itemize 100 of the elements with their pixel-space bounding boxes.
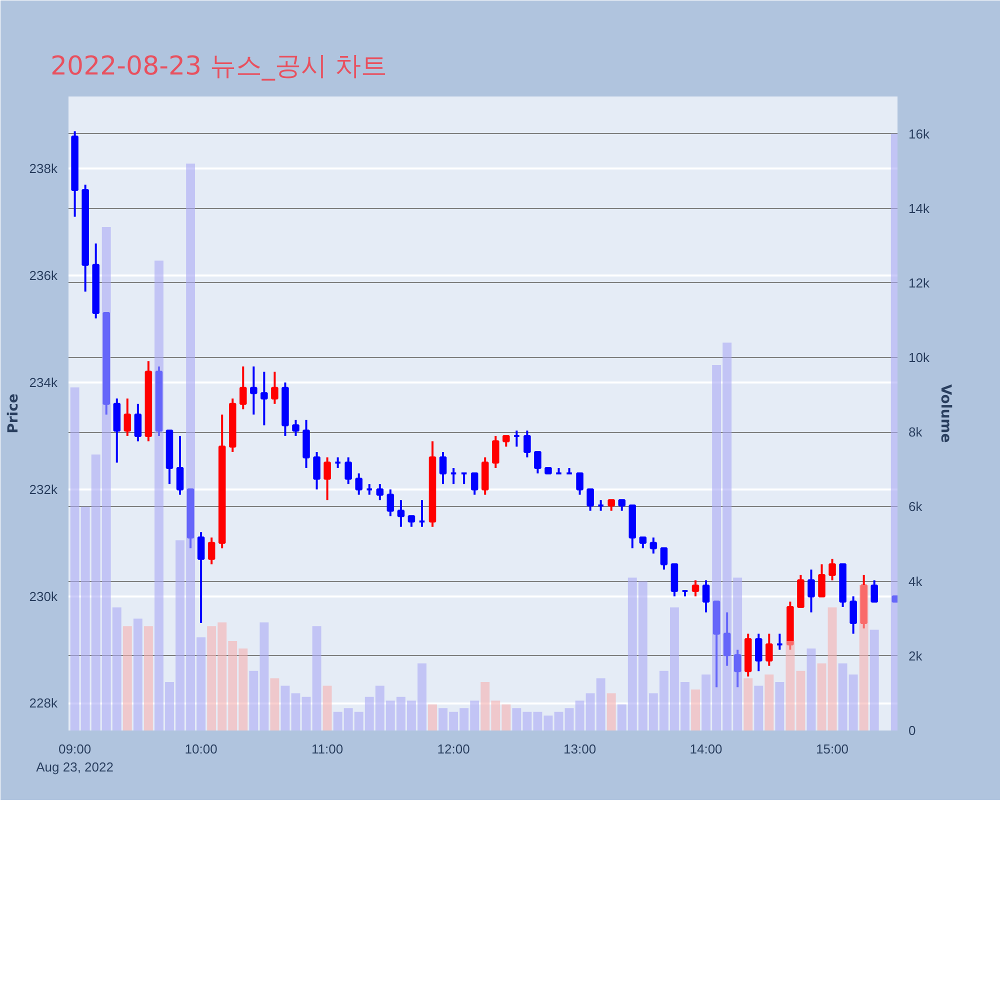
candlestick bbox=[250, 365, 258, 416]
bar bbox=[638, 581, 648, 730]
candlestick bbox=[702, 579, 710, 614]
bar bbox=[544, 716, 553, 730]
bar bbox=[406, 700, 416, 730]
y2-tick-label: 16k bbox=[908, 126, 930, 142]
y2-tick-label: 10k bbox=[908, 350, 930, 366]
bar bbox=[260, 622, 269, 730]
bar bbox=[491, 700, 500, 730]
chart-title: 2022-08-23 뉴스_공시 차트 bbox=[50, 52, 388, 82]
x-tick-label: 14:00 bbox=[690, 742, 722, 756]
bar bbox=[322, 686, 332, 730]
candlestick bbox=[418, 499, 426, 528]
bar bbox=[533, 712, 542, 730]
candlestick bbox=[240, 365, 247, 410]
candlestick bbox=[828, 558, 836, 582]
bar bbox=[480, 682, 490, 730]
candlestick bbox=[460, 472, 468, 486]
bar bbox=[176, 540, 184, 730]
candlestick bbox=[870, 579, 878, 603]
y2-tick-label: 14k bbox=[908, 200, 930, 216]
bar bbox=[702, 674, 710, 730]
candlestick bbox=[534, 450, 542, 474]
bar bbox=[291, 693, 300, 730]
candlestick bbox=[639, 536, 647, 550]
bar bbox=[691, 689, 700, 730]
bar bbox=[249, 670, 258, 730]
candlestick bbox=[124, 398, 132, 437]
bar bbox=[364, 696, 374, 730]
bar bbox=[764, 674, 774, 730]
bar bbox=[628, 578, 637, 730]
candlestick bbox=[324, 456, 331, 502]
bar bbox=[354, 712, 364, 730]
bar bbox=[302, 696, 311, 730]
bar bbox=[449, 712, 458, 730]
candlestick bbox=[650, 536, 658, 555]
x-tick-label: 13:00 bbox=[564, 742, 596, 756]
bar bbox=[502, 704, 511, 730]
bar bbox=[796, 670, 806, 730]
bar bbox=[775, 682, 784, 730]
bar bbox=[838, 663, 848, 730]
candlestick bbox=[618, 499, 626, 512]
y2-tick-label: 2k bbox=[908, 648, 923, 664]
bar bbox=[848, 674, 858, 730]
bar bbox=[112, 607, 122, 730]
y2-tick-label: 0 bbox=[908, 723, 916, 738]
y-tick-label: 232k bbox=[29, 482, 58, 497]
bar bbox=[418, 663, 426, 730]
bar bbox=[91, 454, 100, 730]
candlestick bbox=[176, 434, 184, 496]
candlestick bbox=[260, 370, 268, 426]
bar bbox=[218, 622, 227, 730]
bar bbox=[396, 696, 406, 730]
bar bbox=[133, 618, 142, 730]
candlestick bbox=[208, 536, 216, 566]
bar bbox=[522, 712, 532, 730]
y2-axis-title: Volume bbox=[937, 384, 954, 443]
candlestick bbox=[313, 450, 320, 490]
bar bbox=[186, 164, 196, 730]
candlestick bbox=[450, 467, 458, 486]
candlestick bbox=[408, 515, 416, 528]
y-axis-title: Price bbox=[5, 394, 22, 434]
bar bbox=[596, 678, 606, 730]
y2-tick-label: 4k bbox=[908, 574, 923, 589]
y2-tick-label: 8k bbox=[908, 424, 923, 440]
bar bbox=[228, 640, 238, 730]
y-tick-label: 228k bbox=[29, 696, 58, 711]
bar bbox=[470, 700, 480, 730]
bar bbox=[733, 578, 742, 730]
candlestick bbox=[271, 370, 278, 405]
bar bbox=[144, 626, 153, 730]
bar bbox=[460, 708, 469, 730]
candlestick bbox=[470, 472, 478, 496]
bar bbox=[154, 260, 164, 730]
bar bbox=[344, 708, 353, 730]
candlestick bbox=[492, 434, 500, 470]
bar bbox=[165, 682, 174, 730]
bar bbox=[722, 342, 732, 730]
bar bbox=[648, 693, 658, 730]
bar bbox=[386, 700, 395, 730]
bar bbox=[512, 708, 522, 730]
x-tick-label: 11:00 bbox=[312, 742, 344, 756]
candlestick bbox=[366, 483, 374, 496]
y2-tick-label: 12k bbox=[908, 275, 930, 290]
bar bbox=[828, 607, 837, 730]
candlestick bbox=[197, 531, 205, 624]
candlestick bbox=[734, 648, 742, 688]
candlestick bbox=[134, 402, 142, 442]
candlestick bbox=[576, 472, 584, 496]
candlestick bbox=[502, 434, 510, 448]
bar bbox=[438, 708, 448, 730]
bar bbox=[754, 686, 764, 730]
bar bbox=[586, 693, 595, 730]
bar bbox=[606, 693, 616, 730]
bar bbox=[80, 506, 90, 730]
candlestick bbox=[386, 488, 394, 518]
bar bbox=[670, 607, 679, 730]
candlestick bbox=[808, 568, 815, 614]
x-tick-label: 12:00 bbox=[437, 742, 470, 756]
bar bbox=[375, 686, 384, 730]
